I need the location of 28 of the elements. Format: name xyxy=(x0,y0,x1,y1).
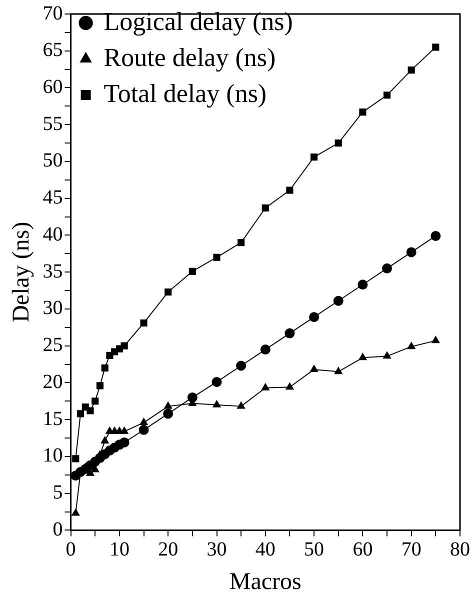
y-tick-label: 30 xyxy=(42,297,63,320)
x-tick-label: 50 xyxy=(304,538,324,560)
x-tick-label: 70 xyxy=(401,538,422,560)
y-tick-label: 65 xyxy=(42,39,63,62)
x-tick-label: 30 xyxy=(206,538,227,560)
y-tick-label: 45 xyxy=(42,186,63,209)
y-tick-label: 10 xyxy=(42,444,63,467)
y-axis-title: Delay (ns) xyxy=(8,222,35,322)
legend-label: Route delay (ns) xyxy=(104,42,276,72)
x-tick-label: 10 xyxy=(109,538,130,560)
y-tick-label: 0 xyxy=(52,518,63,540)
y-tick-label: 40 xyxy=(42,223,63,246)
x-tick-label: 40 xyxy=(255,538,276,560)
legend-label: Logical delay (ns) xyxy=(104,6,293,36)
x-tick-label: 60 xyxy=(352,538,373,560)
x-axis-title: Macros xyxy=(229,568,302,595)
y-tick-label: 70 xyxy=(42,2,63,24)
y-tick-label: 55 xyxy=(42,112,63,135)
legend-label: Total delay (ns) xyxy=(104,78,267,108)
y-tick-label: 15 xyxy=(42,408,63,430)
y-tick-label: 60 xyxy=(42,76,63,98)
x-tick-label: 80 xyxy=(450,538,470,560)
y-tick-label: 20 xyxy=(42,370,63,393)
y-tick-label: 5 xyxy=(52,482,63,504)
y-tick-label: 35 xyxy=(42,260,63,282)
y-tick-label: 50 xyxy=(42,150,63,172)
y-tick-label: 25 xyxy=(42,334,63,356)
x-tick-label: 20 xyxy=(158,538,178,560)
